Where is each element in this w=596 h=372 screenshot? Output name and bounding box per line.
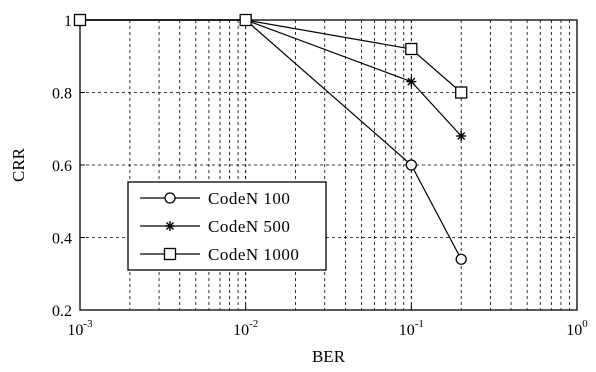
y-tick-label: 0.4: [52, 231, 72, 248]
legend-entry: CodeN 100: [140, 189, 290, 208]
data-point-circle: [455, 253, 467, 265]
legend-marker-square: [163, 247, 177, 261]
legend-label: CodeN 100: [208, 189, 290, 208]
legend-label: CodeN 1000: [208, 245, 299, 264]
x-tick-label: 100: [566, 318, 588, 339]
legend-entry: CodeN 500: [140, 217, 290, 236]
legend-marker-circle: [164, 192, 176, 204]
y-tick-label: 0.8: [52, 86, 72, 103]
x-axis-label: BER: [312, 347, 346, 366]
y-tick-label: 0.6: [52, 158, 72, 175]
series-square: [73, 13, 468, 99]
series-line: [80, 19, 462, 93]
data-point-square: [405, 42, 418, 56]
y-tick-label: 0.2: [52, 303, 72, 320]
ticks: 10-3 10-2 10-1 100 0.2 0.4 0.6 0.8 1: [52, 13, 588, 339]
x-tick-label: 10-3: [67, 318, 93, 339]
grid: [80, 20, 577, 310]
data-point-square: [73, 13, 87, 27]
legend: CodeN 100 CodeN 500 CodeN 1000: [127, 181, 327, 271]
data-point-star: [406, 76, 417, 87]
series-layer: [73, 13, 468, 265]
x-tick-label: 10-2: [233, 318, 258, 339]
legend-marker-star: [165, 221, 175, 231]
data-point-star: [456, 131, 467, 141]
legend-label: CodeN 500: [208, 217, 290, 236]
x-tick-label: 10-1: [399, 318, 424, 339]
legend-entry: CodeN 1000: [140, 245, 299, 264]
data-point-square: [239, 13, 252, 27]
y-axis-label: CRR: [9, 147, 28, 182]
series-star: [75, 15, 467, 141]
y-tick-label: 1: [64, 13, 72, 30]
data-point-circle: [405, 159, 417, 171]
data-point-square: [455, 86, 468, 99]
